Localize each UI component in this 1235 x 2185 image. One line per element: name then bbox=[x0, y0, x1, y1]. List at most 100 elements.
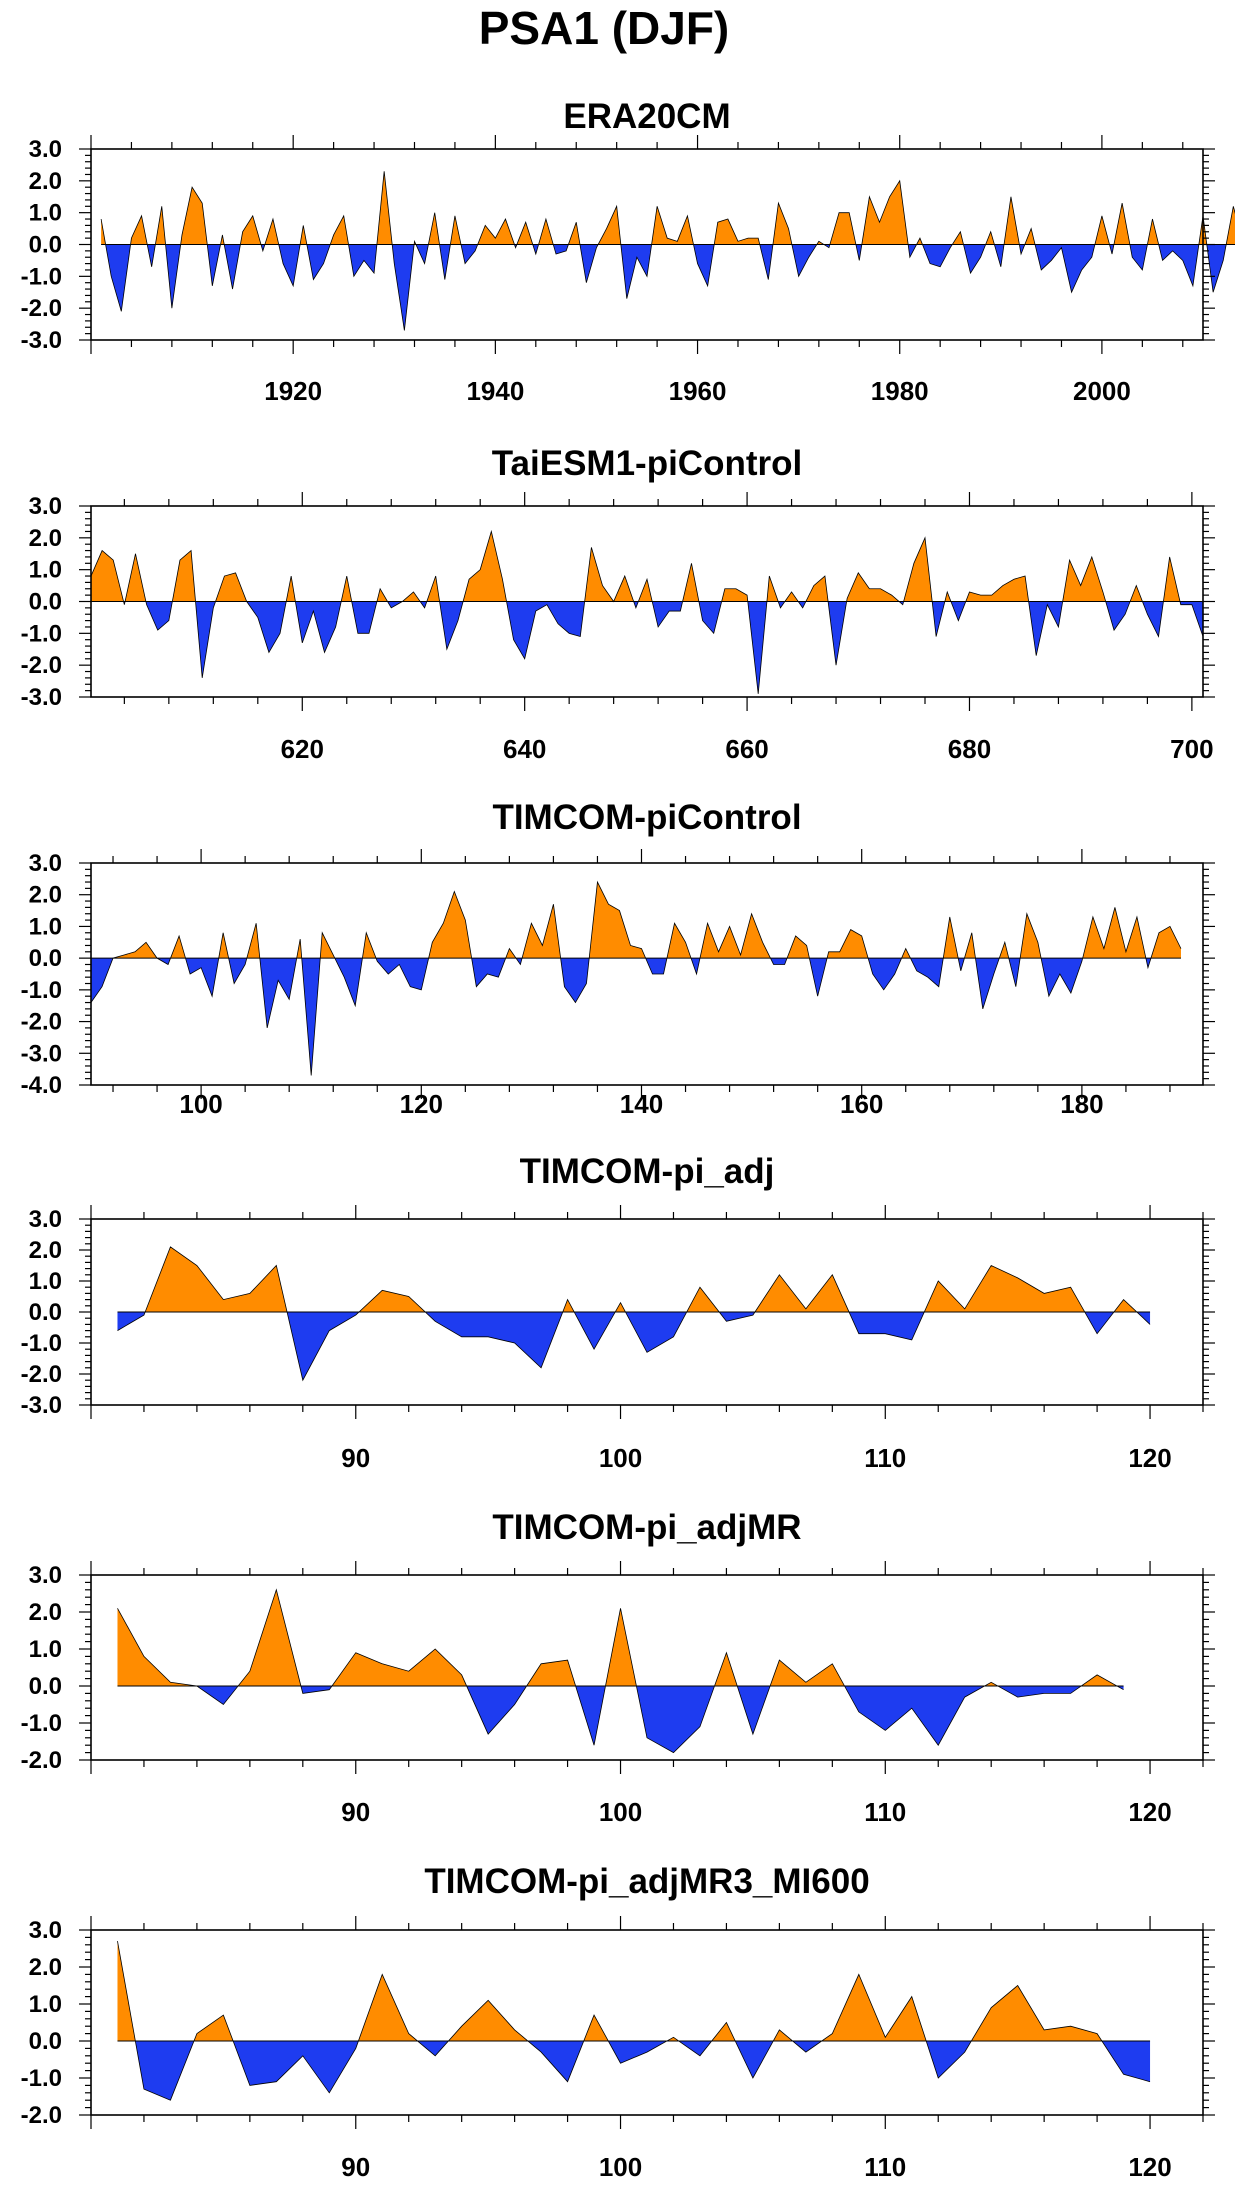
x-tick-label: 700 bbox=[1170, 734, 1213, 764]
x-tick-label: 110 bbox=[864, 1797, 906, 1827]
y-tick-label: -2.0 bbox=[21, 1747, 62, 1774]
y-tick-label: -2.0 bbox=[21, 652, 62, 679]
series-line bbox=[90, 529, 1204, 694]
plot-frame bbox=[90, 1574, 1204, 1761]
chart-panel-6: TIMCOM-pi_adjMR3_MI600 3.0 2.0 1.0 0.0 -1.0 -2… bbox=[21, 1862, 1215, 2182]
x-tick-label: 120 bbox=[1128, 1443, 1171, 1473]
y-tick-label: 3.0 bbox=[29, 1917, 62, 1944]
chart-title: ERA20CM bbox=[563, 97, 730, 136]
x-tick-label: 1920 bbox=[264, 376, 322, 406]
y-tick-label: -3.0 bbox=[21, 684, 62, 711]
plot-frame bbox=[90, 1929, 1204, 2116]
series-line bbox=[100, 171, 1235, 331]
x-tick-label: 120 bbox=[400, 1089, 443, 1119]
chart-panel-5: TIMCOM-pi_adjMR 3.0 2.0 1.0 0.0 -1.0 -2.0 90 100… bbox=[21, 1508, 1215, 1827]
series-line bbox=[117, 1588, 1124, 1754]
x-tick-label: 110 bbox=[864, 2152, 906, 2182]
positive-area bbox=[91, 531, 1203, 602]
y-tick-label: 2.0 bbox=[29, 1599, 62, 1626]
x-tick-label: 100 bbox=[599, 1443, 642, 1473]
chart-title: TIMCOM-piControl bbox=[492, 798, 801, 837]
x-tick-label: 180 bbox=[1060, 1089, 1103, 1119]
negative-area bbox=[117, 2041, 1151, 2101]
y-tick-label: -3.0 bbox=[21, 1040, 62, 1067]
chart-title: TIMCOM-pi_adjMR3_MI600 bbox=[424, 1862, 869, 1901]
chart-panel-2: TaiESM1-piControl 3.0 2.0 1.0 0.0 -1.0 -2.0 -3.… bbox=[21, 444, 1215, 764]
x-tick-label: 680 bbox=[948, 734, 991, 764]
y-tick-label: -2.0 bbox=[21, 2102, 62, 2129]
y-tick-label: 1.0 bbox=[29, 200, 62, 227]
y-tick-label: -1.0 bbox=[21, 620, 62, 647]
y-tick-label: 3.0 bbox=[29, 493, 62, 520]
y-tick-label: 2.0 bbox=[29, 1954, 62, 1981]
negative-area bbox=[101, 244, 1235, 331]
positive-area bbox=[117, 1246, 1151, 1312]
x-tick-label: 1960 bbox=[669, 376, 727, 406]
negative-area bbox=[91, 601, 1203, 694]
x-tick-label: 1940 bbox=[466, 376, 524, 406]
positive-area bbox=[117, 1941, 1151, 2041]
x-tick-label: 620 bbox=[281, 734, 324, 764]
x-tick-label: 120 bbox=[1128, 1797, 1171, 1827]
y-tick-label: 0.0 bbox=[29, 1673, 62, 1700]
panels-group: ERA20CM 3.0 2.0 1.0 0.0 -1.0 -2.0 -3.0 1920 1940 1… bbox=[21, 97, 1235, 2182]
y-tick-label: -4.0 bbox=[21, 1072, 62, 1099]
series-line bbox=[90, 880, 1182, 1076]
y-tick-label: -1.0 bbox=[21, 2065, 62, 2092]
y-tick-label: 1.0 bbox=[29, 913, 62, 940]
y-tick-label: -1.0 bbox=[21, 977, 62, 1004]
chart-title: TIMCOM-pi_adjMR bbox=[492, 1508, 801, 1547]
x-tick-label: 640 bbox=[503, 734, 546, 764]
y-tick-label: -3.0 bbox=[21, 327, 62, 354]
x-tick-label: 660 bbox=[725, 734, 768, 764]
y-tick-label: 1.0 bbox=[29, 1636, 62, 1663]
x-tick-label: 2000 bbox=[1073, 376, 1131, 406]
y-tick-label: 1.0 bbox=[29, 557, 62, 584]
negative-area bbox=[117, 1686, 1124, 1753]
x-tick-label: 90 bbox=[341, 2152, 370, 2182]
y-tick-label: 0.0 bbox=[29, 945, 62, 972]
negative-area bbox=[91, 958, 1181, 1076]
y-tick-label: -1.0 bbox=[21, 263, 62, 290]
y-tick-label: 3.0 bbox=[29, 1206, 62, 1233]
y-tick-label: 0.0 bbox=[29, 232, 62, 259]
x-tick-label: 100 bbox=[599, 1797, 642, 1827]
x-tick-label: 110 bbox=[864, 1443, 906, 1473]
y-tick-label: 1.0 bbox=[29, 1991, 62, 2018]
x-tick-label: 90 bbox=[341, 1443, 370, 1473]
y-tick-label: 3.0 bbox=[29, 1562, 62, 1589]
series-line bbox=[117, 1246, 1151, 1382]
y-tick-label: 1.0 bbox=[29, 1268, 62, 1295]
y-tick-label: 2.0 bbox=[29, 168, 62, 195]
chart-title: TIMCOM-pi_adj bbox=[520, 1152, 775, 1191]
y-tick-label: -2.0 bbox=[21, 1009, 62, 1036]
x-tick-label: 120 bbox=[1128, 2152, 1171, 2182]
x-tick-label: 160 bbox=[840, 1089, 883, 1119]
y-tick-label: 0.0 bbox=[29, 1299, 62, 1326]
y-tick-label: -1.0 bbox=[21, 1710, 62, 1737]
x-tick-label: 100 bbox=[179, 1089, 222, 1119]
chart-panel-4: TIMCOM-pi_adj 3.0 2.0 1.0 0.0 -1.0 -2.0 -3.0 90 1… bbox=[21, 1152, 1215, 1473]
y-tick-label: -2.0 bbox=[21, 1361, 62, 1388]
y-tick-label: 2.0 bbox=[29, 525, 62, 552]
y-tick-label: 3.0 bbox=[29, 850, 62, 877]
x-tick-label: 1980 bbox=[871, 376, 929, 406]
x-tick-label: 90 bbox=[341, 1797, 370, 1827]
figure-title: PSA1 (DJF) bbox=[479, 2, 729, 54]
plot-frame bbox=[90, 862, 1204, 1086]
y-tick-label: 0.0 bbox=[29, 589, 62, 616]
x-tick-label: 140 bbox=[620, 1089, 663, 1119]
y-tick-label: 2.0 bbox=[29, 882, 62, 909]
chart-panel-3: TIMCOM-piControl 3.0 2.0 1.0 0.0 -1.0 -2.0 -3.0… bbox=[21, 798, 1215, 1119]
positive-area bbox=[117, 1589, 1124, 1686]
chart-title: TaiESM1-piControl bbox=[492, 444, 802, 483]
y-tick-label: 3.0 bbox=[29, 136, 62, 163]
series-line bbox=[117, 1941, 1151, 2101]
chart-panel-1: ERA20CM 3.0 2.0 1.0 0.0 -1.0 -2.0 -3.0 1920 1940 1… bbox=[21, 97, 1235, 406]
y-tick-label: -2.0 bbox=[21, 295, 62, 322]
y-tick-label: 0.0 bbox=[29, 2028, 62, 2055]
y-tick-label: -1.0 bbox=[21, 1330, 62, 1357]
y-tick-label: -3.0 bbox=[21, 1392, 62, 1419]
x-tick-label: 100 bbox=[599, 2152, 642, 2182]
